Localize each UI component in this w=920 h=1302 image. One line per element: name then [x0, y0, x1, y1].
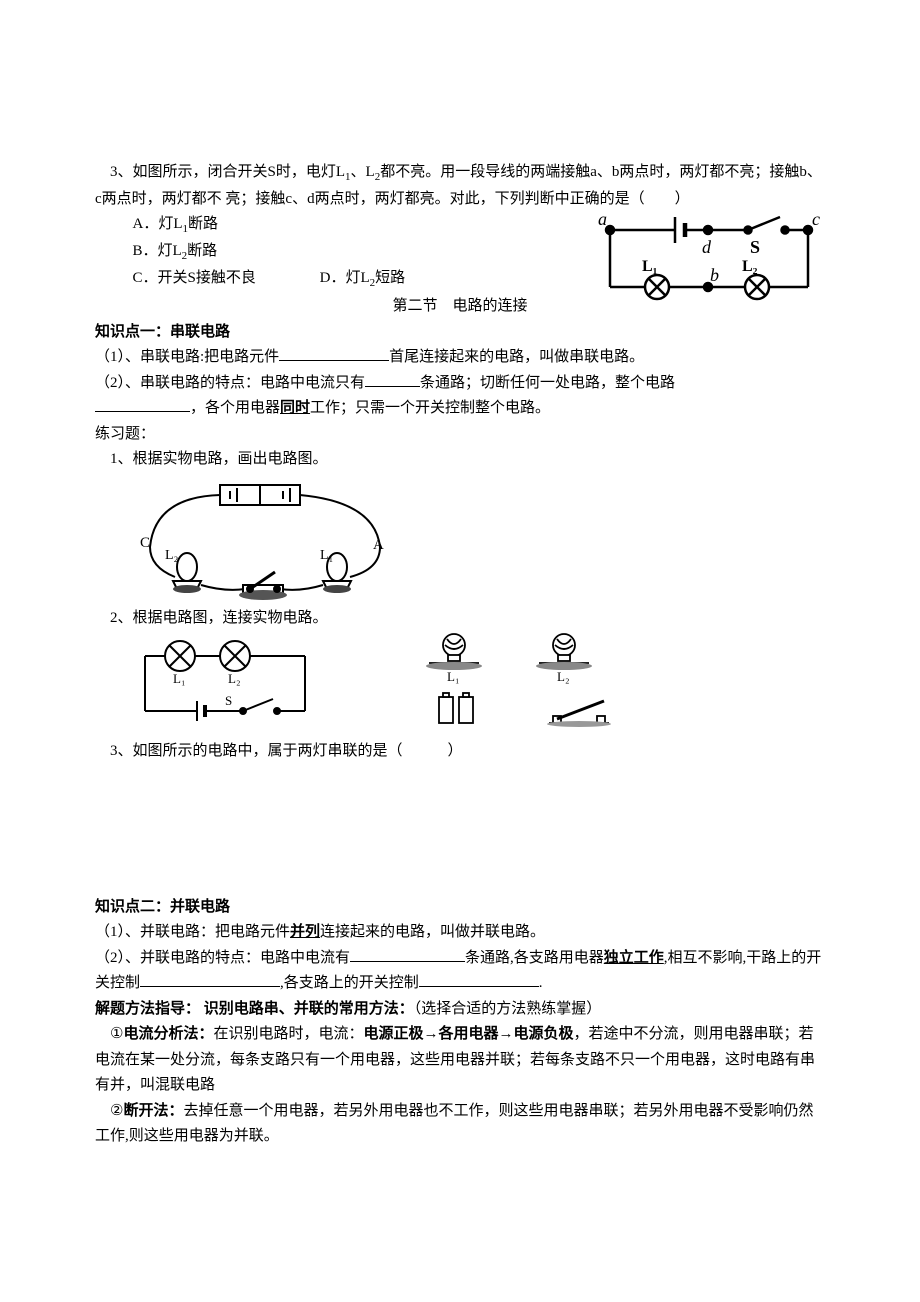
svg-text:A: A	[373, 537, 384, 553]
kp1-title: 知识点一：串联电路	[95, 320, 825, 346]
q1-physical-circuit: C L₂ A L₁	[125, 477, 405, 602]
label-b: b	[710, 265, 719, 285]
practice-label: 练习题：	[95, 422, 825, 448]
kp1-p1: （1）、串联电路:把电路元件首尾连接起来的电路，叫做串联电路。	[95, 345, 825, 371]
svg-text:C: C	[140, 535, 150, 551]
blank	[419, 971, 539, 987]
svg-text:L₁: L₁	[320, 548, 333, 563]
label-c: c	[812, 209, 820, 229]
svg-text:L₂: L₂	[557, 669, 569, 684]
method-1: ①电流分析法：在识别电路时，电流：电源正极→各用电器→电源负极，若途中不分流，则…	[95, 1022, 825, 1099]
svg-text:L₂: L₂	[228, 671, 240, 686]
label-a: a	[598, 209, 607, 229]
blank	[365, 371, 420, 387]
kp1-p2: （2）、串联电路的特点：电路中电流只有条通路；切断任何一处电路，整个电路 ，各个…	[95, 371, 825, 422]
svg-text:S: S	[225, 693, 232, 708]
q2-schematic: L₁ L₂ S	[125, 631, 325, 731]
spacer	[95, 765, 825, 895]
practice-q1: 1、根据实物电路，画出电路图。	[95, 447, 825, 473]
kp2-title: 知识点二：并联电路	[95, 895, 825, 921]
kp2-p2: （2）、并联电路的特点：电路中电流有条通路,各支路用电器独立工作,相互不影响,干…	[95, 946, 825, 997]
svg-text:L₁: L₁	[447, 669, 459, 684]
blank	[140, 971, 280, 987]
svg-text:L₂: L₂	[165, 548, 179, 563]
label-L2: L₂	[742, 258, 758, 275]
svg-text:L₁: L₁	[173, 671, 185, 686]
label-L1: L₁	[642, 258, 658, 275]
method-2: ②断开法：去掉任意一个用电器，若另外用电器也不工作，则这些用电器串联；若另外用电…	[95, 1099, 825, 1150]
q3-circuit-diagram: a d S c L₁ b L₂	[590, 205, 825, 310]
label-S: S	[750, 237, 760, 257]
label-d: d	[702, 237, 712, 257]
document-page: 3、如图所示，闭合开关S时，电灯L1、L2都不亮。用一段导线的两端接触a、b两点…	[0, 0, 920, 1302]
practice-q2: 2、根据电路图，连接实物电路。	[95, 606, 825, 632]
blank	[279, 345, 389, 361]
practice-q3: 3、如图所示的电路中，属于两灯串联的是（ ）	[95, 739, 825, 765]
kp2-p1: （1）、并联电路：把电路元件并列连接起来的电路，叫做并联电路。	[95, 920, 825, 946]
blank	[350, 946, 465, 962]
method-title: 解题方法指导： 识别电路串、并联的常用方法：（选择合适的方法熟练掌握）	[95, 997, 825, 1023]
blank	[95, 396, 190, 412]
q2-physical-components: L₁ L₂	[409, 631, 649, 731]
